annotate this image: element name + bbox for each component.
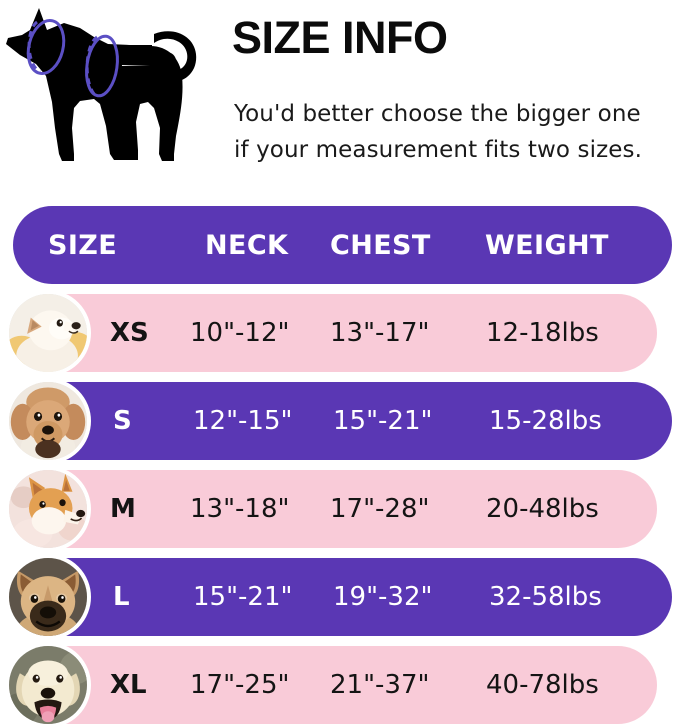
column-header-neck: NECK: [205, 229, 289, 261]
header-area: SIZE INFO You'd better choose the bigger…: [0, 0, 679, 200]
cell-chest: 19"-32": [333, 582, 433, 612]
cell-neck: 10"-12": [190, 318, 290, 348]
table-row: XL 17"-25" 21"-37" 40-78lbs: [10, 646, 657, 724]
cell-chest: 17"-28": [330, 494, 430, 524]
cell-neck: 13"-18": [190, 494, 290, 524]
cell-neck: 15"-21": [193, 582, 293, 612]
column-header-size: SIZE: [48, 229, 118, 261]
cell-weight: 12-18lbs: [486, 318, 599, 348]
page-title-block: SIZE INFO: [232, 12, 672, 64]
table-row: L 15"-21" 19"-32" 32-58lbs: [13, 558, 672, 636]
cell-weight: 20-48lbs: [486, 494, 599, 524]
subtitle-line-2: if your measurement fits two sizes.: [234, 137, 642, 163]
table-row: M 13"-18" 17"-28" 20-48lbs: [10, 470, 657, 548]
cell-weight: 15-28lbs: [489, 406, 602, 436]
table-row: S 12"-15" 15"-21" 15-28lbs: [13, 382, 672, 460]
cell-weight: 32-58lbs: [489, 582, 602, 612]
subtitle-block: You'd better choose the bigger one if yo…: [234, 96, 674, 168]
cell-size: S: [113, 406, 132, 436]
avatar: [5, 466, 91, 552]
cell-weight: 40-78lbs: [486, 670, 599, 700]
avatar: [5, 554, 91, 640]
page-title: SIZE INFO: [232, 12, 448, 63]
cell-size: L: [113, 582, 130, 612]
cell-chest: 13"-17": [330, 318, 430, 348]
cell-size: M: [110, 494, 136, 524]
dog-measurement-illustration-icon: [2, 4, 214, 184]
column-header-weight: WEIGHT: [485, 229, 609, 261]
subtitle-line-1: You'd better choose the bigger one: [234, 101, 641, 127]
cell-size: XL: [110, 670, 147, 700]
table-row: XS 10"-12" 13"-17" 12-18lbs: [10, 294, 657, 372]
cell-chest: 21"-37": [330, 670, 430, 700]
cell-neck: 12"-15": [193, 406, 293, 436]
avatar: [5, 642, 91, 725]
avatar: [5, 290, 91, 376]
column-header-chest: CHEST: [330, 229, 431, 261]
cell-neck: 17"-25": [190, 670, 290, 700]
cell-chest: 15"-21": [333, 406, 433, 436]
table-header-row: SIZE NECK CHEST WEIGHT: [13, 206, 672, 284]
avatar: [5, 378, 91, 464]
cell-size: XS: [110, 318, 149, 348]
size-table: SIZE NECK CHEST WEIGHT XS 10"-12" 13"-17…: [0, 206, 679, 725]
